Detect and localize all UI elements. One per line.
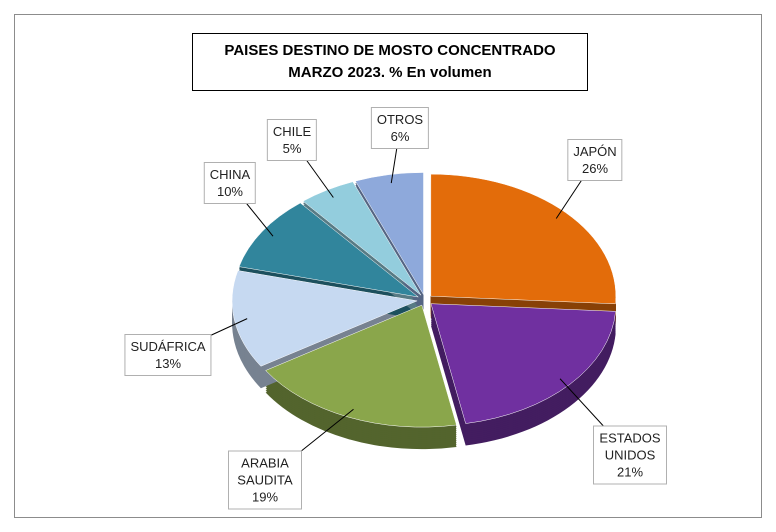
value-label: 6%	[390, 129, 410, 144]
title-line: MARZO 2023. % En volumen	[288, 64, 492, 81]
data-label: CHINA 10%	[203, 162, 257, 204]
title-line: PAISES DESTINO DE MOSTO CONCENTRADO	[224, 42, 556, 59]
category-label: CHILE	[272, 124, 312, 139]
value-label: 5%	[282, 141, 302, 156]
category-label: JAPÓN	[573, 144, 617, 159]
data-label: ESTADOS UNIDOS 21%	[593, 425, 667, 485]
value-label: 10%	[216, 184, 244, 199]
data-label: ARABIA SAUDITA 19%	[228, 450, 302, 510]
data-label: JAPÓN 26%	[567, 139, 623, 181]
category-label: ESTADOS UNIDOS	[599, 430, 661, 463]
slice	[231, 270, 418, 367]
data-label: OTROS 6%	[370, 107, 430, 149]
slice	[430, 173, 617, 305]
data-label: CHILE 5%	[266, 119, 318, 161]
chart-title: PAISES DESTINO DE MOSTO CONCENTRADO MARZ…	[192, 33, 588, 91]
value-label: 26%	[581, 161, 609, 176]
value-label: 13%	[154, 356, 182, 371]
value-label: 19%	[251, 489, 279, 505]
slice	[430, 303, 616, 424]
slice	[265, 304, 457, 428]
slice	[302, 181, 422, 296]
category-label: SUDÁFRICA	[130, 339, 206, 354]
category-label: OTROS	[376, 112, 424, 127]
slice	[238, 202, 419, 298]
category-label: CHINA	[209, 167, 251, 182]
value-label: 21%	[616, 464, 644, 480]
data-label: SUDÁFRICA 13%	[124, 334, 212, 376]
category-label: ARABIA SAUDITA	[237, 455, 293, 488]
slice	[355, 172, 424, 296]
